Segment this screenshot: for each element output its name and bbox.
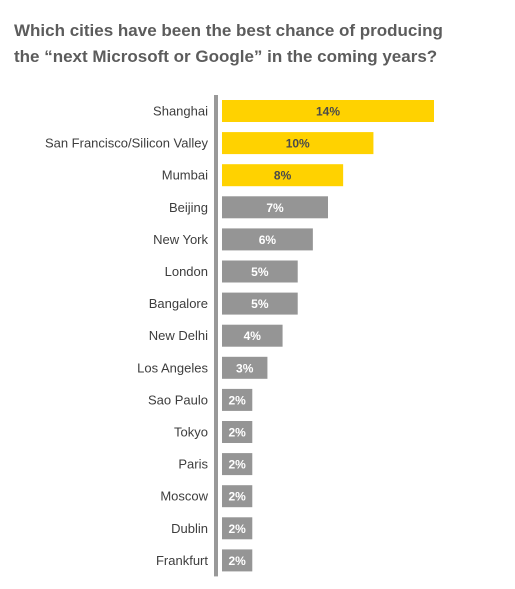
category-label-dublin: Dublin [171,521,208,536]
bar-beijing [222,196,328,219]
category-label-los-angeles: Los Angeles [137,360,208,375]
bar-frankfurt [222,549,253,572]
data-label-mumbai: 8% [274,169,292,183]
data-label-paris: 2% [228,458,246,472]
bar-san-francisco-silicon-valley [222,132,374,155]
chart-title-line-1: Which cities have been the best chance o… [14,21,443,40]
data-label-san-francisco-silicon-valley: 10% [286,137,310,151]
data-label-frankfurt: 2% [228,554,246,568]
bar-london [222,260,298,283]
bar-sao-paulo [222,388,253,411]
bar-dublin [222,517,253,540]
bar-new-york [222,228,313,251]
category-label-tokyo: Tokyo [174,425,208,440]
bar-los-angeles [222,356,268,379]
category-label-mumbai: Mumbai [162,168,208,183]
category-label-bangalore: Bangalore [149,296,208,311]
category-label-london: London [165,264,208,279]
data-label-moscow: 2% [228,490,246,504]
data-label-new-delhi: 4% [244,329,262,343]
bar-paris [222,453,253,476]
data-label-los-angeles: 3% [236,361,254,375]
category-label-beijing: Beijing [169,200,208,215]
data-label-shanghai: 14% [316,105,340,119]
category-label-new-delhi: New Delhi [149,328,208,343]
category-label-shanghai: Shanghai [153,104,208,119]
bar-shanghai [222,100,434,122]
bar-mumbai [222,164,344,187]
category-label-san-francisco-silicon-valley: San Francisco/Silicon Valley [45,136,209,151]
category-label-frankfurt: Frankfurt [156,553,208,568]
data-label-beijing: 7% [266,201,284,215]
chart-title: Which cities have been the best chance o… [14,18,504,70]
data-label-dublin: 2% [228,522,246,536]
data-label-sao-paulo: 2% [228,393,246,407]
data-label-bangalore: 5% [251,297,269,311]
chart-title-line-2: the “next Microsoft or Google” in the co… [14,47,438,66]
data-label-new-york: 6% [259,233,277,247]
category-label-moscow: Moscow [160,489,208,504]
bar-new-delhi [222,324,283,347]
bar-tokyo [222,421,253,443]
data-label-london: 5% [251,265,269,279]
bar-bangalore [222,292,298,315]
y-axis-line [214,95,218,577]
data-label-tokyo: 2% [228,426,246,440]
category-label-paris: Paris [178,457,208,472]
category-label-sao-paulo: Sao Paulo [148,392,208,407]
bar-moscow [222,485,253,508]
category-label-new-york: New York [153,232,208,247]
